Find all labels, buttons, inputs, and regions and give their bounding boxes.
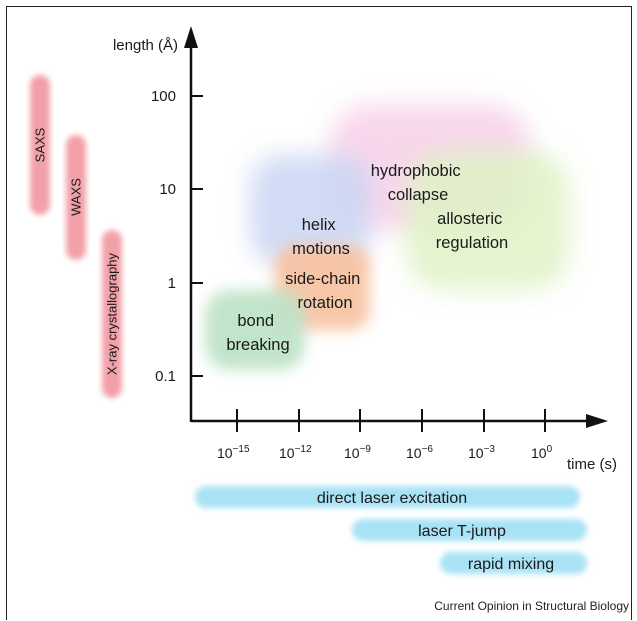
rapid-mixing-label: rapid mixing xyxy=(468,556,554,573)
axes xyxy=(184,26,608,432)
x-tick-label: 100 xyxy=(531,444,553,461)
figure-frame xyxy=(6,6,632,620)
process-blobs xyxy=(205,105,570,370)
bond-breaking-blob xyxy=(205,290,305,370)
trigger-method-bars: direct laser excitation laser T-jump rap… xyxy=(195,486,587,574)
allosteric-regulation-label: allosteric regulation xyxy=(436,210,508,252)
x-tick-label: 10−3 xyxy=(468,444,495,461)
x-tick-labels: 10−15 10−12 10−9 10−6 10−3 100 xyxy=(217,444,553,461)
direct-laser-excitation-bar xyxy=(195,486,580,508)
x-axis-arrowhead xyxy=(586,414,608,428)
waxs-label: WAXS xyxy=(69,178,84,216)
y-tick-label: 10 xyxy=(159,181,176,198)
y-axis-arrowhead xyxy=(184,26,198,48)
y-tick-label: 100 xyxy=(151,88,176,105)
rapid-mixing-bar xyxy=(440,552,587,574)
laser-t-jump-label: laser T-jump xyxy=(418,523,506,540)
x-tick-label: 10−9 xyxy=(344,444,371,461)
bond-breaking-label: bond breaking xyxy=(226,312,289,354)
saxs-bar xyxy=(30,75,50,215)
laser-t-jump-bar xyxy=(352,519,587,541)
xray-bar xyxy=(102,230,122,398)
hydrophobic-collapse-label: hydrophobic collapse xyxy=(371,162,466,204)
helix-motions-label: helix motions xyxy=(292,216,350,258)
waxs-bar xyxy=(66,135,86,260)
y-axis-label: length (Å) xyxy=(113,37,178,54)
x-tick-label: 10−15 xyxy=(217,444,250,461)
direct-laser-excitation-label: direct laser excitation xyxy=(317,490,467,507)
xray-crystallography-label: X-ray crystallography xyxy=(105,252,120,375)
helix-motions-blob xyxy=(250,155,370,265)
process-labels: hydrophobic collapse allosteric regulati… xyxy=(226,162,508,354)
saxs-label: SAXS xyxy=(33,127,48,162)
y-tick-label: 0.1 xyxy=(155,368,176,385)
side-chain-rotation-label: side-chain rotation xyxy=(285,270,365,312)
x-axis-label: time (s) xyxy=(567,456,617,473)
y-tick-label: 1 xyxy=(168,275,176,292)
x-tick-label: 10−12 xyxy=(279,444,312,461)
x-tick-label: 10−6 xyxy=(406,444,433,461)
journal-credit: Current Opinion in Structural Biology xyxy=(434,599,629,613)
structural-method-bars: SAXS WAXS X-ray crystallography xyxy=(30,75,122,398)
allosteric-regulation-blob xyxy=(405,150,570,290)
